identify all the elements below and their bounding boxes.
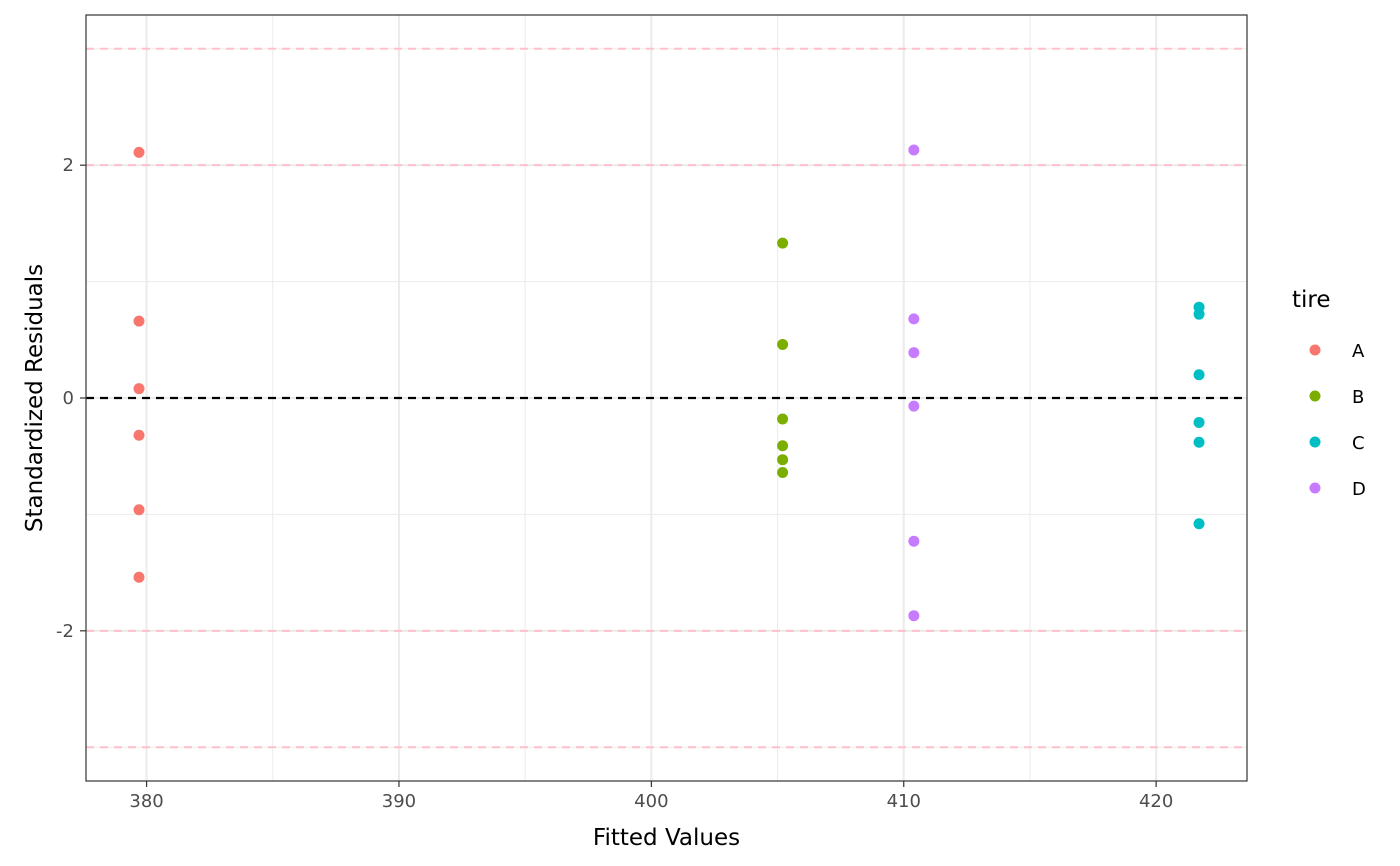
data-point-c (1193, 369, 1205, 381)
y-tick-label: 2 (63, 155, 74, 176)
legend-key-a (1309, 344, 1321, 356)
data-point-a (133, 429, 145, 441)
legend-label-d: D (1352, 479, 1366, 500)
x-tick-label: 390 (382, 791, 416, 812)
data-point-a (133, 383, 145, 395)
legend: tire A B C D (1292, 287, 1366, 500)
data-point-b (777, 440, 789, 452)
data-point-c (1193, 518, 1205, 530)
data-point-d (908, 400, 920, 412)
x-axis-title: Fitted Values (593, 825, 740, 851)
data-point-d (908, 347, 920, 359)
data-point-d (908, 610, 920, 622)
legend-label-a: A (1352, 341, 1365, 362)
data-point-b (777, 338, 789, 350)
axis-ticks: 380 390 400 410 420 -2 0 2 (56, 155, 1173, 812)
data-point-a (133, 571, 145, 583)
x-tick-label: 420 (1139, 791, 1173, 812)
y-tick-label: -2 (56, 621, 74, 642)
reference-lines (86, 47, 1247, 749)
legend-key-b (1309, 390, 1321, 402)
data-point-b (777, 237, 789, 249)
data-point-b (777, 467, 789, 479)
data-point-d (908, 535, 920, 547)
data-point-c (1193, 436, 1205, 448)
x-tick-label: 400 (634, 791, 668, 812)
x-tick-label: 410 (887, 791, 921, 812)
data-point-b (777, 413, 789, 425)
data-point-d (908, 313, 920, 325)
data-point-a (133, 315, 145, 327)
data-points (133, 144, 1205, 622)
legend-title: tire (1292, 287, 1331, 313)
x-tick-label: 380 (129, 791, 163, 812)
y-tick-label: 0 (63, 388, 74, 409)
legend-label-c: C (1352, 433, 1365, 454)
y-axis-title: Standardized Residuals (22, 264, 48, 532)
data-point-b (777, 454, 789, 466)
data-point-c (1193, 308, 1205, 320)
legend-key-d (1309, 482, 1321, 494)
data-point-d (908, 144, 920, 156)
data-point-a (133, 504, 145, 516)
data-point-a (133, 146, 145, 158)
legend-label-b: B (1352, 387, 1364, 408)
legend-key-c (1309, 436, 1321, 448)
data-point-c (1193, 416, 1205, 428)
